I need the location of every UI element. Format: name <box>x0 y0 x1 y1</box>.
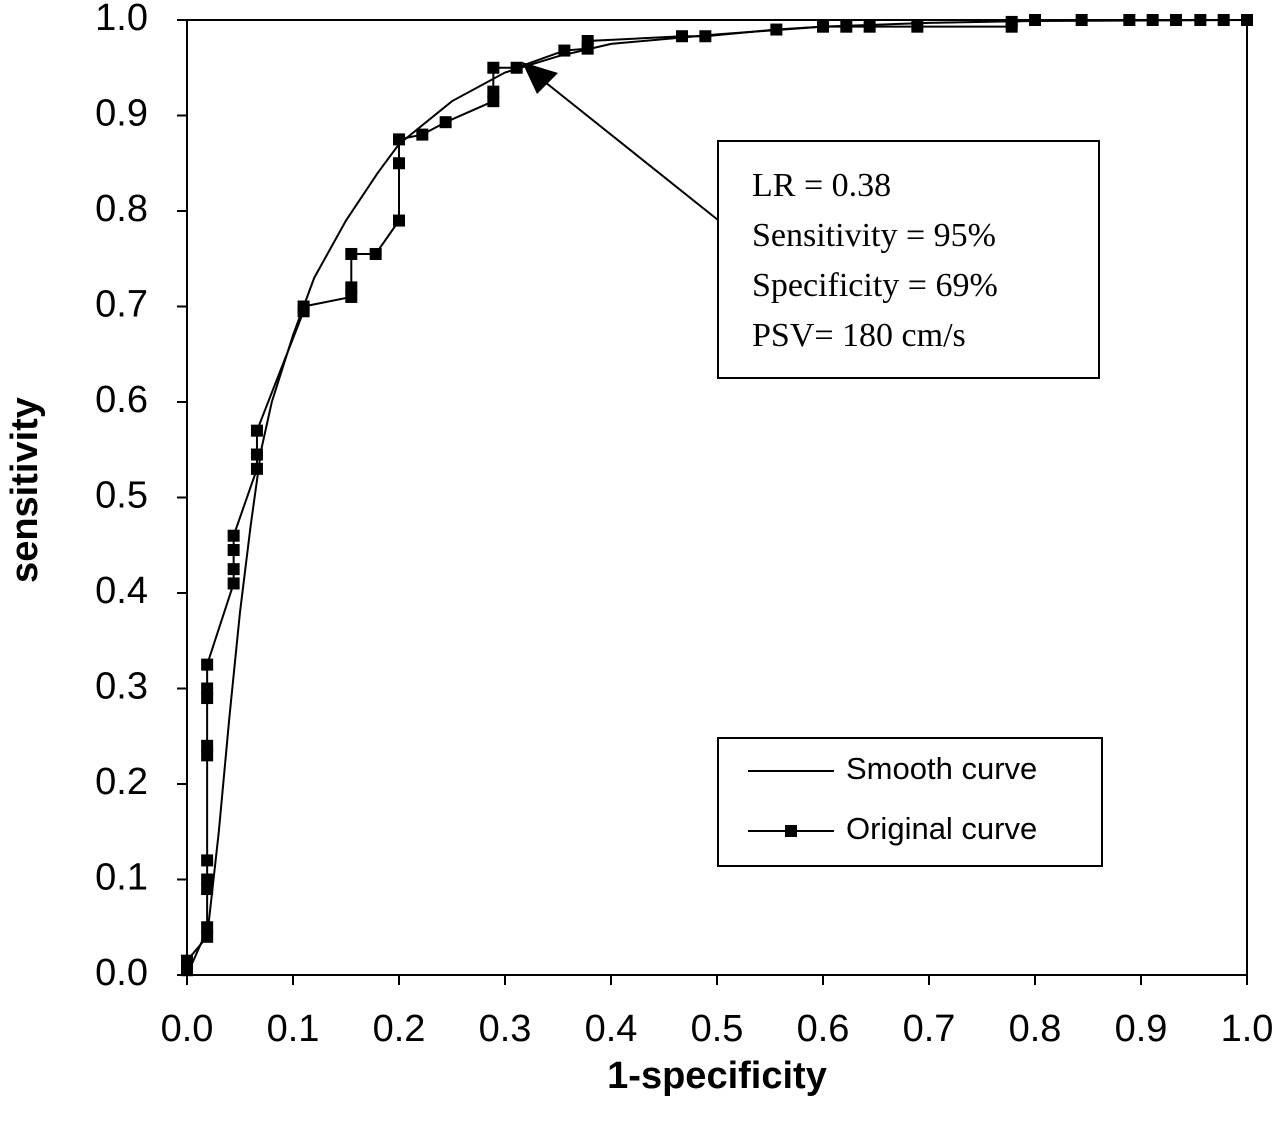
data-point <box>487 95 500 108</box>
data-point <box>181 964 193 977</box>
data-point <box>201 739 214 752</box>
annotation-arrow <box>544 81 719 221</box>
data-point <box>250 448 263 461</box>
data-point <box>1241 14 1253 26</box>
data-point <box>227 544 240 557</box>
data-point <box>699 30 712 43</box>
legend-box <box>717 737 1103 867</box>
annotation-box <box>717 140 1100 379</box>
data-point <box>487 85 500 98</box>
data-point <box>369 247 382 260</box>
data-point <box>911 20 924 33</box>
data-point <box>250 424 263 437</box>
x-tick-label: 0.5 <box>691 1008 744 1050</box>
data-point <box>510 61 523 74</box>
data-point <box>1005 15 1018 28</box>
annotation-line: Sensitivity = 95% <box>752 217 996 254</box>
legend-label: Smooth curve <box>846 751 1037 786</box>
data-point <box>250 462 263 475</box>
annotation-line: LR = 0.38 <box>752 167 891 204</box>
data-point <box>1123 14 1136 26</box>
data-point <box>416 128 429 141</box>
data-point <box>227 563 240 576</box>
data-point <box>1169 14 1182 26</box>
data-point <box>227 529 240 542</box>
data-point <box>581 35 594 48</box>
y-tick-label: 0.7 <box>95 284 148 326</box>
data-point <box>297 300 310 313</box>
y-tick-label: 0.5 <box>95 475 148 517</box>
data-point <box>393 133 405 146</box>
y-tick-label: 0.4 <box>95 570 148 612</box>
x-axis-title: 1-specificity <box>607 1055 827 1097</box>
y-axis-title: sensitivity <box>4 397 46 583</box>
annotation-line: Specificity = 69% <box>752 267 998 304</box>
data-point <box>863 20 876 33</box>
x-tick-label: 1.0 <box>1221 1008 1274 1050</box>
data-point <box>201 692 214 705</box>
data-point <box>345 247 358 260</box>
data-point <box>393 214 405 227</box>
y-tick-label: 0.8 <box>95 188 148 230</box>
data-point <box>817 20 829 33</box>
x-tick-label: 0.1 <box>267 1008 320 1050</box>
x-tick-label: 0.0 <box>161 1008 214 1050</box>
data-point <box>676 30 689 43</box>
x-tick-label: 0.2 <box>373 1008 426 1050</box>
data-point <box>201 658 214 671</box>
data-point <box>1029 14 1041 26</box>
data-point <box>201 883 214 896</box>
y-tick-label: 0.2 <box>95 761 148 803</box>
y-tick-label: 0.0 <box>95 952 148 994</box>
data-point <box>201 854 214 867</box>
data-point <box>393 157 405 170</box>
data-point <box>201 930 214 943</box>
arrow-head <box>522 62 558 94</box>
data-point <box>201 873 214 886</box>
data-point <box>181 954 193 967</box>
x-tick-label: 0.8 <box>1009 1008 1062 1050</box>
data-point <box>1217 14 1230 26</box>
legend-marker <box>785 825 797 837</box>
annotation: LR = 0.38 Sensitivity = 95% Specificity = … <box>752 167 998 354</box>
data-point <box>201 921 214 934</box>
data-point <box>345 290 358 303</box>
data-point <box>770 23 783 36</box>
annotation-line: PSV= 180 cm/s <box>752 317 966 354</box>
x-tick-label: 0.9 <box>1115 1008 1168 1050</box>
y-tick-label: 1.0 <box>95 0 148 39</box>
x-tick-label: 0.4 <box>585 1008 638 1050</box>
data-point <box>439 116 452 129</box>
legend-label: Original curve <box>846 811 1037 846</box>
data-point <box>840 20 853 33</box>
data-point <box>1146 14 1159 26</box>
y-tick-label: 0.9 <box>95 93 148 135</box>
y-tick-label: 0.1 <box>95 857 148 899</box>
data-point <box>487 61 500 74</box>
data-point <box>201 749 214 762</box>
data-point <box>558 44 571 57</box>
data-point <box>345 281 358 294</box>
data-point <box>227 577 240 590</box>
data-point <box>201 682 214 695</box>
data-point <box>1075 14 1088 26</box>
x-tick-label: 0.7 <box>903 1008 956 1050</box>
y-tick-label: 0.3 <box>95 666 148 708</box>
data-point <box>1194 14 1207 26</box>
y-tick-label: 0.6 <box>95 379 148 421</box>
x-tick-label: 0.6 <box>797 1008 850 1050</box>
x-tick-label: 0.3 <box>479 1008 532 1050</box>
